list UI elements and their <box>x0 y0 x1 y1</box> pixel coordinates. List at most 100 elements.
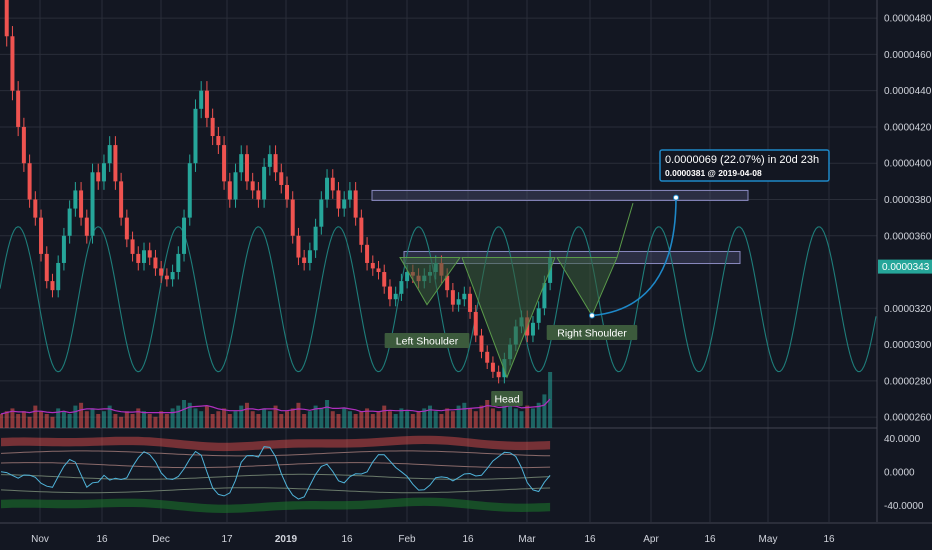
candle-body <box>325 177 330 200</box>
head-and-shoulders-pattern[interactable]: Left Shoulder Head Right Shoulder <box>384 202 638 406</box>
volume-bar <box>142 411 146 428</box>
price-axis[interactable]: 0.0000480 0.0000460 0.0000440 0.0000420 0.00… <box>878 14 932 424</box>
volume-bar <box>342 408 347 428</box>
candle-body <box>399 281 404 294</box>
candle-body <box>445 275 450 291</box>
candle-body <box>279 172 284 185</box>
candle-body <box>61 235 66 263</box>
volume-bar <box>61 411 66 428</box>
volume-ma-line <box>0 398 551 415</box>
sine-cycle-overlay <box>0 226 877 373</box>
time-tick-label: 16 <box>704 534 716 545</box>
projection-box <box>659 149 830 182</box>
volume-bar <box>490 408 495 428</box>
candle-body <box>136 253 141 263</box>
candle-body <box>210 117 215 137</box>
candle-body <box>193 108 198 164</box>
candle-body <box>468 293 473 312</box>
candle-body <box>387 286 392 300</box>
volume-bar <box>422 408 427 428</box>
price-tick-label: 0.0000300 <box>884 340 932 351</box>
volume-bar <box>473 411 478 428</box>
candle-body <box>302 257 307 263</box>
volume-bar <box>107 405 112 428</box>
candle-body <box>113 145 118 182</box>
candle-body <box>39 217 44 254</box>
candle-body <box>307 250 312 263</box>
volume-bar <box>147 414 152 428</box>
volume-bar <box>382 405 387 428</box>
left-shoulder-label: Left Shoulder <box>384 333 470 348</box>
volume-bar <box>519 411 524 428</box>
oscillator-line <box>0 446 551 500</box>
candle-body <box>250 181 255 191</box>
volume-bar <box>513 408 518 428</box>
volume-bar <box>365 408 370 428</box>
volume-bar <box>393 414 398 428</box>
volume-bar <box>159 411 164 428</box>
volume-bar <box>330 411 335 428</box>
candle-body <box>456 299 461 305</box>
volume-bar <box>113 414 118 428</box>
volume-bar <box>290 408 295 428</box>
volume-bar <box>530 408 535 428</box>
candle-body <box>353 190 358 218</box>
time-tick-label: 2019 <box>275 534 298 545</box>
volume-bar <box>445 408 450 428</box>
candle-body <box>4 0 9 37</box>
volume-bar <box>399 408 404 428</box>
time-tick-label: 16 <box>584 534 596 545</box>
candle-body <box>393 293 398 300</box>
oscillator-band <box>1 435 551 452</box>
head-label-text: Head <box>494 394 519 406</box>
candle-body <box>536 308 541 323</box>
price-tick-label: 0.0000440 <box>884 86 932 97</box>
candle-body <box>290 199 295 236</box>
volume-bar <box>233 411 238 428</box>
price-tick-label: 0.0000460 <box>884 50 932 61</box>
head-triangle <box>461 257 556 379</box>
candle-body <box>365 244 370 263</box>
volume-bar <box>204 405 209 428</box>
volume-bar <box>73 405 78 428</box>
right-shoulder-label: Right Shoulder <box>546 325 638 340</box>
volume-bar <box>170 408 175 428</box>
volume-bar <box>456 405 461 428</box>
time-tick-label: Dec <box>152 534 170 545</box>
volume-bar <box>462 402 467 428</box>
volume-bar <box>182 400 187 428</box>
candle-body <box>182 217 187 254</box>
volume-bar <box>313 405 318 428</box>
volume-bar <box>27 416 32 428</box>
volume-bar <box>479 405 484 428</box>
volume-bar <box>525 405 530 428</box>
candle-body <box>216 136 221 146</box>
oscillator-axis[interactable]: 40.0000 0.0000 -40.0000 <box>884 434 924 512</box>
volume-bar <box>239 405 244 428</box>
volume-bar <box>176 405 181 428</box>
price-projection-tool[interactable]: 0.0000069 (22.07%) in 20d 23h 0.0000381 @… <box>589 149 830 319</box>
right-shoulder-triangle <box>556 257 618 317</box>
candle-body <box>227 181 232 200</box>
candle-body <box>267 154 272 167</box>
candle-body <box>159 268 164 276</box>
volume-bar <box>222 408 227 428</box>
price-tick-label: 0.0000400 <box>884 159 932 170</box>
price-tick-label: 0.0000380 <box>884 195 932 206</box>
candle-body <box>27 163 32 200</box>
volume-bar <box>39 411 44 428</box>
volume-bar <box>353 414 358 428</box>
price-tick-label: 0.0000420 <box>884 122 932 133</box>
volume-bar <box>90 408 95 428</box>
candle-body <box>296 235 301 258</box>
time-axis[interactable]: Nov 16 Dec 17 2019 16 Feb 16 Mar 16 Apr 16 May 16 <box>31 534 835 545</box>
volume-bar <box>21 411 26 428</box>
volume-bar <box>153 416 158 428</box>
candle-body <box>170 272 175 280</box>
volume-bar <box>119 416 124 428</box>
left-shoulder-label-text: Left Shoulder <box>396 336 459 348</box>
head-label-bg <box>491 391 523 406</box>
volume-bar <box>210 414 215 428</box>
volume-bar <box>96 414 101 428</box>
